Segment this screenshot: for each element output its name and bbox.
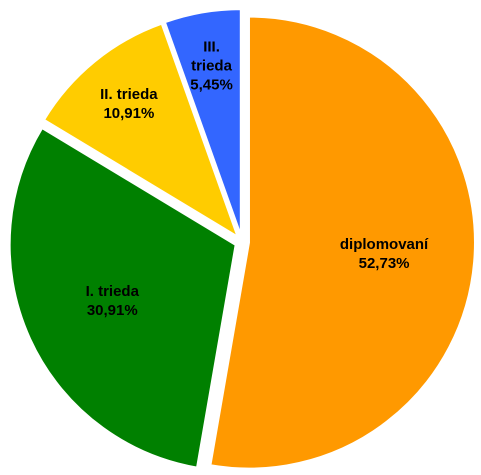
pie-slice [42,22,240,239]
slice-label: III. trieda 5,45% [184,37,240,94]
value-label: 5,45% [190,76,233,94]
category-label: III. trieda [191,38,232,75]
category-label: I. trieda [85,283,139,301]
value-label: 52,73% [358,255,410,273]
pie-slice [8,126,237,469]
slice-label: II. trieda 10,91% [64,85,194,123]
category-label: II. trieda [100,85,158,103]
slice-label: I. trieda 30,91% [47,282,177,320]
pie-slice [163,8,242,236]
value-label: 10,91% [103,104,155,122]
category-label: diplomovaní [339,236,429,254]
value-label: 30,91% [86,302,138,320]
pie-slice [209,15,476,470]
slice-label: diplomovaní 52,73% [319,235,449,273]
